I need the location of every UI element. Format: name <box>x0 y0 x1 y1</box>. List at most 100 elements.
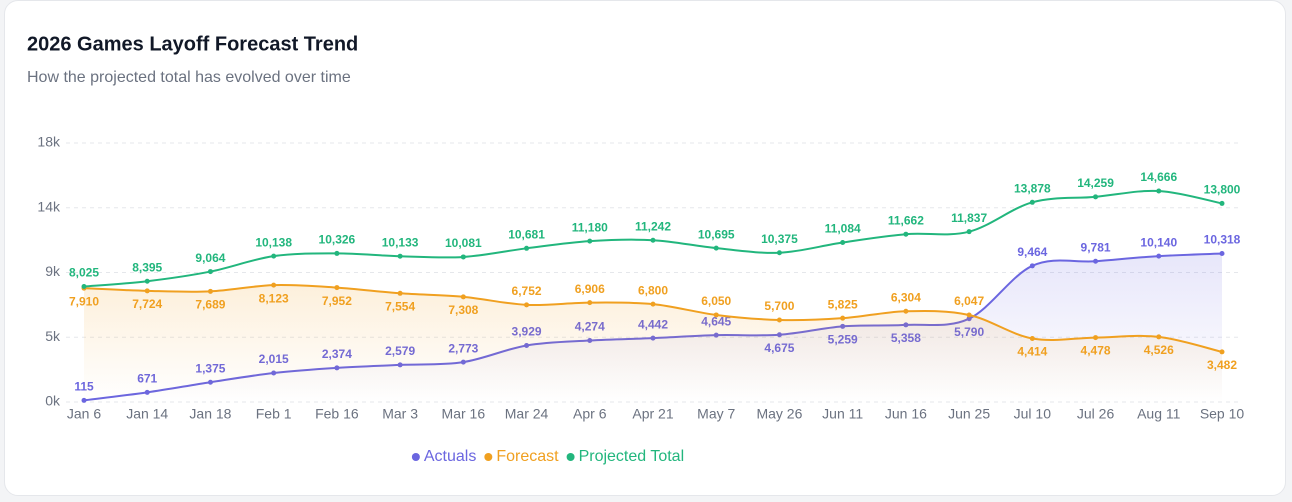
data-label: 8,123 <box>259 291 289 305</box>
legend-label: Forecast <box>496 448 559 465</box>
data-point <box>903 308 909 314</box>
x-tick-label: Jan 18 <box>189 406 231 422</box>
data-point <box>840 240 846 246</box>
data-label: 6,050 <box>701 294 731 308</box>
data-label: 7,724 <box>132 297 162 311</box>
data-label: 7,308 <box>448 303 478 317</box>
data-label: 11,180 <box>572 220 608 234</box>
y-tick-label: 18k <box>37 134 61 150</box>
data-label: 6,047 <box>954 294 984 308</box>
data-point <box>460 294 466 300</box>
x-tick-label: Jun 11 <box>822 406 863 422</box>
data-point <box>1156 188 1162 194</box>
data-label: 7,910 <box>69 294 99 308</box>
data-label: 7,689 <box>195 298 225 312</box>
data-label: 10,375 <box>761 232 798 246</box>
data-label: 4,526 <box>1144 343 1174 357</box>
data-label: 10,326 <box>319 233 356 247</box>
x-tick-label: Aug 11 <box>1137 406 1181 422</box>
y-tick-label: 14k <box>37 198 61 214</box>
card <box>4 0 1286 496</box>
data-point <box>1156 334 1162 340</box>
data-point <box>1029 199 1035 205</box>
x-tick-label: Jan 14 <box>126 406 168 422</box>
data-point <box>524 302 530 308</box>
data-point <box>1156 253 1162 259</box>
data-label: 6,304 <box>891 290 921 304</box>
data-label: 13,878 <box>1014 181 1051 195</box>
data-label: 13,800 <box>1204 183 1241 197</box>
y-tick-label: 9k <box>45 263 61 279</box>
data-label: 10,140 <box>1140 235 1177 249</box>
y-tick-label: 0k <box>45 393 61 409</box>
data-point <box>1219 200 1225 206</box>
x-tick-label: Feb 16 <box>315 406 359 422</box>
data-point <box>1029 263 1035 269</box>
data-point <box>334 285 340 291</box>
data-point <box>1093 194 1099 200</box>
data-label: 5,825 <box>828 297 858 311</box>
data-point <box>397 253 403 259</box>
data-point <box>1029 335 1035 341</box>
data-point <box>966 312 972 318</box>
data-label: 6,752 <box>512 284 542 298</box>
data-label: 14,666 <box>1140 170 1177 184</box>
legend-marker <box>484 453 493 461</box>
y-tick-label: 5k <box>45 328 61 344</box>
data-label: 7,952 <box>322 294 352 308</box>
data-point <box>776 317 782 323</box>
data-point <box>207 269 213 275</box>
data-point <box>713 245 719 251</box>
data-point <box>650 301 656 307</box>
data-point <box>144 278 150 284</box>
x-tick-label: May 7 <box>697 406 735 422</box>
data-label: 4,478 <box>1081 344 1111 358</box>
chart-title: 2026 Games Layoff Forecast Trend <box>27 33 358 55</box>
x-tick-label: Apr 6 <box>573 406 607 422</box>
data-label: 4,414 <box>1017 345 1047 359</box>
data-label: 11,662 <box>888 213 924 227</box>
data-label: 11,242 <box>635 219 671 233</box>
legend-label: Projected Total <box>579 448 685 465</box>
data-label: 10,318 <box>1204 233 1241 247</box>
legend-marker <box>566 453 575 461</box>
data-point <box>587 300 593 306</box>
data-point <box>271 282 277 288</box>
data-point <box>1219 349 1225 355</box>
data-point <box>397 290 403 296</box>
x-tick-label: Jul 10 <box>1014 406 1052 422</box>
data-label: 9,464 <box>1017 245 1047 259</box>
legend-marker <box>411 453 420 461</box>
data-label: 8,395 <box>132 260 162 274</box>
data-point <box>1093 258 1099 264</box>
data-point <box>460 254 466 260</box>
data-point <box>713 312 719 318</box>
data-point <box>966 229 972 235</box>
data-label: 5,700 <box>764 299 794 313</box>
data-label: 10,695 <box>698 227 735 241</box>
data-label: 11,084 <box>825 222 861 236</box>
data-label: 9,064 <box>195 251 225 265</box>
x-tick-label: Apr 21 <box>632 406 673 422</box>
data-label: 7,554 <box>385 299 415 313</box>
data-label: 10,133 <box>382 235 419 249</box>
data-label: 9,781 <box>1081 240 1111 254</box>
data-point <box>840 315 846 321</box>
data-point <box>334 250 340 256</box>
x-tick-label: Jan 6 <box>67 406 101 422</box>
data-label: 11,837 <box>951 211 987 225</box>
data-point <box>271 253 277 259</box>
data-point <box>587 238 593 244</box>
x-tick-label: Sep 10 <box>1200 406 1245 422</box>
data-point <box>1093 335 1099 341</box>
data-point <box>650 237 656 243</box>
data-label: 10,681 <box>508 227 545 241</box>
data-label: 10,138 <box>255 235 292 249</box>
x-tick-label: Jul 26 <box>1077 406 1115 422</box>
x-tick-label: Mar 3 <box>382 406 418 422</box>
x-tick-label: Jun 16 <box>885 406 927 422</box>
data-point <box>524 245 530 251</box>
legend-label: Actuals <box>424 448 476 465</box>
data-label: 6,800 <box>638 283 668 297</box>
